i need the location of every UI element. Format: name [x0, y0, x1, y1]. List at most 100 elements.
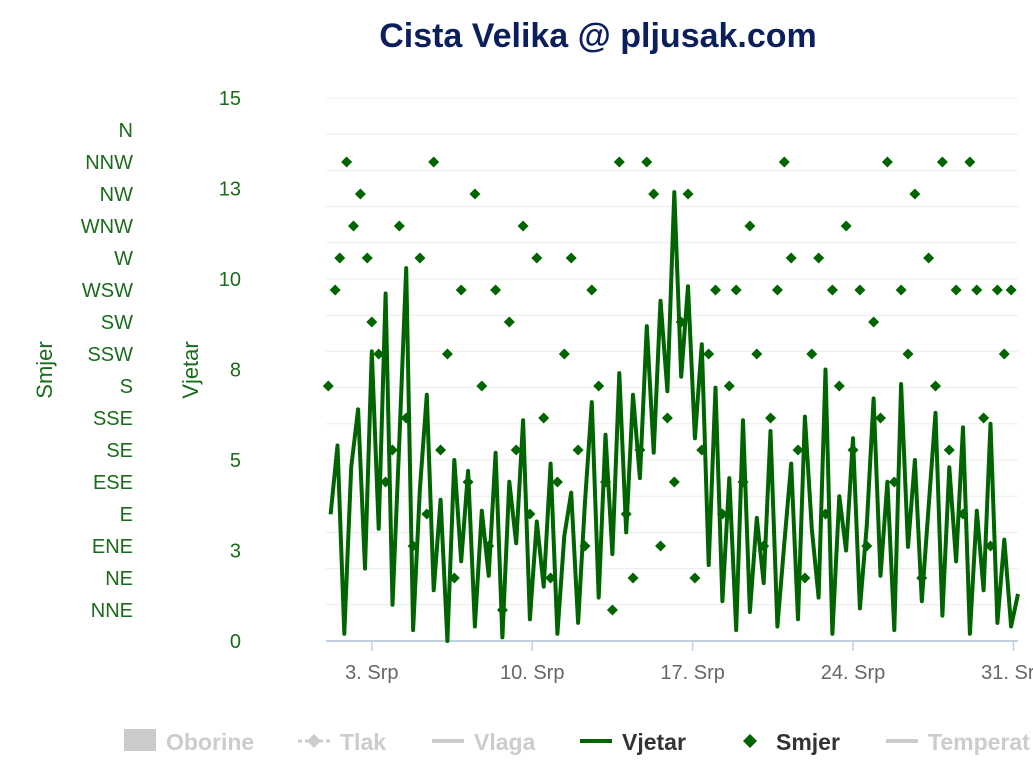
x-tick-label: 10. Srp — [500, 662, 564, 684]
series-point-smjer — [558, 348, 570, 360]
series-point-smjer — [888, 476, 900, 488]
series-point-smjer — [407, 540, 419, 552]
series-point-smjer — [455, 284, 467, 296]
y-tick-label: 0 — [230, 631, 241, 653]
x-tick-label: 3. Srp — [345, 662, 398, 684]
y-axis-ticks: 0 3 5 8 10 13 15 — [219, 88, 241, 653]
series-point-smjer — [682, 188, 694, 200]
series-point-smjer — [661, 412, 673, 424]
series-point-smjer — [930, 380, 942, 392]
series-point-smjer — [978, 412, 990, 424]
series-point-smjer — [341, 156, 353, 168]
series-point-smjer — [826, 284, 838, 296]
series-point-smjer — [847, 444, 859, 456]
series-point-smjer — [943, 444, 955, 456]
series-point-smjer — [833, 380, 845, 392]
series-point-smjer — [579, 540, 591, 552]
series-point-smjer — [354, 188, 366, 200]
series-point-smjer — [950, 284, 962, 296]
series-point-smjer — [551, 476, 563, 488]
series-point-smjer — [414, 252, 426, 264]
series-point-smjer — [799, 572, 811, 584]
series-point-smjer — [991, 284, 1003, 296]
x-tick-label: 17. Srp — [660, 662, 724, 684]
series-point-smjer — [441, 348, 453, 360]
series-point-smjer — [531, 252, 543, 264]
series-point-smjer — [723, 380, 735, 392]
series-point-smjer — [641, 156, 653, 168]
series-point-smjer — [895, 284, 907, 296]
series-point-smjer — [428, 156, 440, 168]
direction-tick-label: SSW — [87, 344, 133, 366]
series-point-smjer — [875, 412, 887, 424]
series-point-smjer — [771, 284, 783, 296]
series-point-smjer — [716, 508, 728, 520]
series-point-smjer — [572, 444, 584, 456]
series-point-smjer — [689, 572, 701, 584]
series-point-smjer — [593, 380, 605, 392]
y-axis-title-smjer: Smjer — [32, 341, 57, 398]
direction-tick-label: SE — [106, 440, 133, 462]
legend-label: Vjetar — [622, 729, 686, 755]
series-point-smjer — [744, 220, 756, 232]
series-point-smjer — [923, 252, 935, 264]
direction-tick-label: WNW — [81, 216, 133, 238]
legend-symbol — [124, 729, 156, 751]
series-point-smjer — [620, 508, 632, 520]
direction-tick-label: NNW — [85, 152, 133, 174]
series-point-smjer — [936, 156, 948, 168]
series-point-smjer — [985, 540, 997, 552]
direction-tick-label: SSE — [93, 408, 133, 430]
series-point-smjer — [820, 508, 832, 520]
series-point-smjer — [476, 380, 488, 392]
series-line-vjetar — [328, 190, 1020, 643]
legend-label: Oborine — [166, 729, 254, 755]
series-point-smjer — [751, 348, 763, 360]
series-point-smjer — [380, 476, 392, 488]
series-point-smjer — [957, 508, 969, 520]
series-point-smjer — [634, 444, 646, 456]
x-axis-ticks: 3. Srp 10. Srp 17. Srp 24. Srp 31. Srp — [345, 641, 1033, 684]
series-point-smjer — [668, 476, 680, 488]
direction-tick-label: NE — [105, 568, 133, 590]
chart-title: Cista Velika @ pljusak.com — [379, 17, 817, 55]
series-point-smjer — [322, 380, 334, 392]
y-tick-label: 5 — [230, 450, 241, 472]
series-point-smjer — [902, 348, 914, 360]
y-tick-label: 10 — [219, 269, 241, 291]
series-point-smjer — [813, 252, 825, 264]
series-point-smjer — [840, 220, 852, 232]
series-point-smjer — [490, 284, 502, 296]
series-point-smjer — [538, 412, 550, 424]
series-point-smjer — [1005, 284, 1017, 296]
series-point-smjer — [861, 540, 873, 552]
series-point-smjer — [998, 348, 1010, 360]
direction-tick-label: W — [114, 248, 133, 270]
direction-tick-label: NW — [100, 184, 133, 206]
x-tick-label: 31. Srp — [981, 662, 1033, 684]
series-point-smjer — [361, 252, 373, 264]
series-point-smjer — [334, 252, 346, 264]
series-point-smjer — [545, 572, 557, 584]
series-point-smjer — [393, 220, 405, 232]
y-tick-label: 3 — [230, 541, 241, 563]
series-point-smjer — [792, 444, 804, 456]
series-point-smjer — [737, 476, 749, 488]
series-point-smjer — [758, 540, 770, 552]
series-point-smjer — [881, 156, 893, 168]
series-point-smjer — [696, 444, 708, 456]
series-point-smjer — [329, 284, 341, 296]
series-point-smjer — [510, 444, 522, 456]
plot-area — [322, 156, 1020, 643]
series-point-smjer — [785, 252, 797, 264]
series-point-smjer — [648, 188, 660, 200]
legend-label: Smjer — [776, 729, 840, 755]
legend-label: Temperat — [928, 729, 1030, 755]
y-tick-label: 13 — [219, 179, 241, 201]
legend-symbol — [307, 734, 321, 748]
series-point-smjer — [971, 284, 983, 296]
series-point-smjer — [730, 284, 742, 296]
series-point-smjer — [496, 604, 508, 616]
series-point-smjer — [964, 156, 976, 168]
